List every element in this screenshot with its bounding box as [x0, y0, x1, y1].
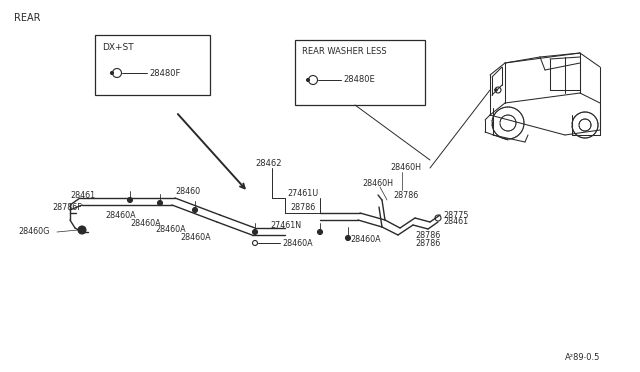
Text: 28460G: 28460G	[18, 228, 49, 237]
Circle shape	[111, 71, 113, 74]
Text: REAR: REAR	[14, 13, 40, 23]
Circle shape	[157, 201, 163, 205]
Text: 28460: 28460	[175, 187, 200, 196]
Text: 28460A: 28460A	[130, 218, 161, 228]
Text: 28462: 28462	[255, 158, 282, 167]
Circle shape	[317, 230, 323, 234]
Text: 28786: 28786	[393, 192, 419, 201]
Text: 28460H: 28460H	[390, 164, 421, 173]
Circle shape	[127, 198, 132, 202]
Text: 28786: 28786	[415, 231, 440, 240]
Circle shape	[253, 230, 257, 234]
Text: 28460A: 28460A	[105, 212, 136, 221]
Text: 28460A: 28460A	[180, 234, 211, 243]
Text: REAR WASHER LESS: REAR WASHER LESS	[302, 48, 387, 57]
Circle shape	[307, 78, 310, 81]
Text: 28775: 28775	[443, 211, 468, 219]
Text: DX+ST: DX+ST	[102, 44, 134, 52]
Text: 28786F: 28786F	[52, 202, 82, 212]
Bar	[295, 40, 425, 105]
Text: 28460A: 28460A	[282, 238, 312, 247]
Text: 28480E: 28480E	[343, 76, 375, 84]
Text: 28460A: 28460A	[350, 235, 381, 244]
Text: 27461N: 27461N	[270, 221, 301, 230]
Circle shape	[495, 89, 497, 91]
Text: 28786: 28786	[415, 238, 440, 247]
Text: 28786: 28786	[290, 203, 316, 212]
Text: 28461: 28461	[443, 218, 468, 227]
Bar	[95, 35, 210, 95]
Text: 28480F: 28480F	[149, 68, 180, 77]
Text: 27461U: 27461U	[287, 189, 318, 199]
Circle shape	[346, 235, 351, 241]
Text: 28460A: 28460A	[155, 225, 186, 234]
Circle shape	[78, 226, 86, 234]
Text: 28461: 28461	[70, 192, 95, 201]
Circle shape	[193, 208, 198, 212]
Text: A²89⋅0.5: A²89⋅0.5	[565, 353, 600, 362]
Text: 28460H: 28460H	[362, 179, 393, 187]
